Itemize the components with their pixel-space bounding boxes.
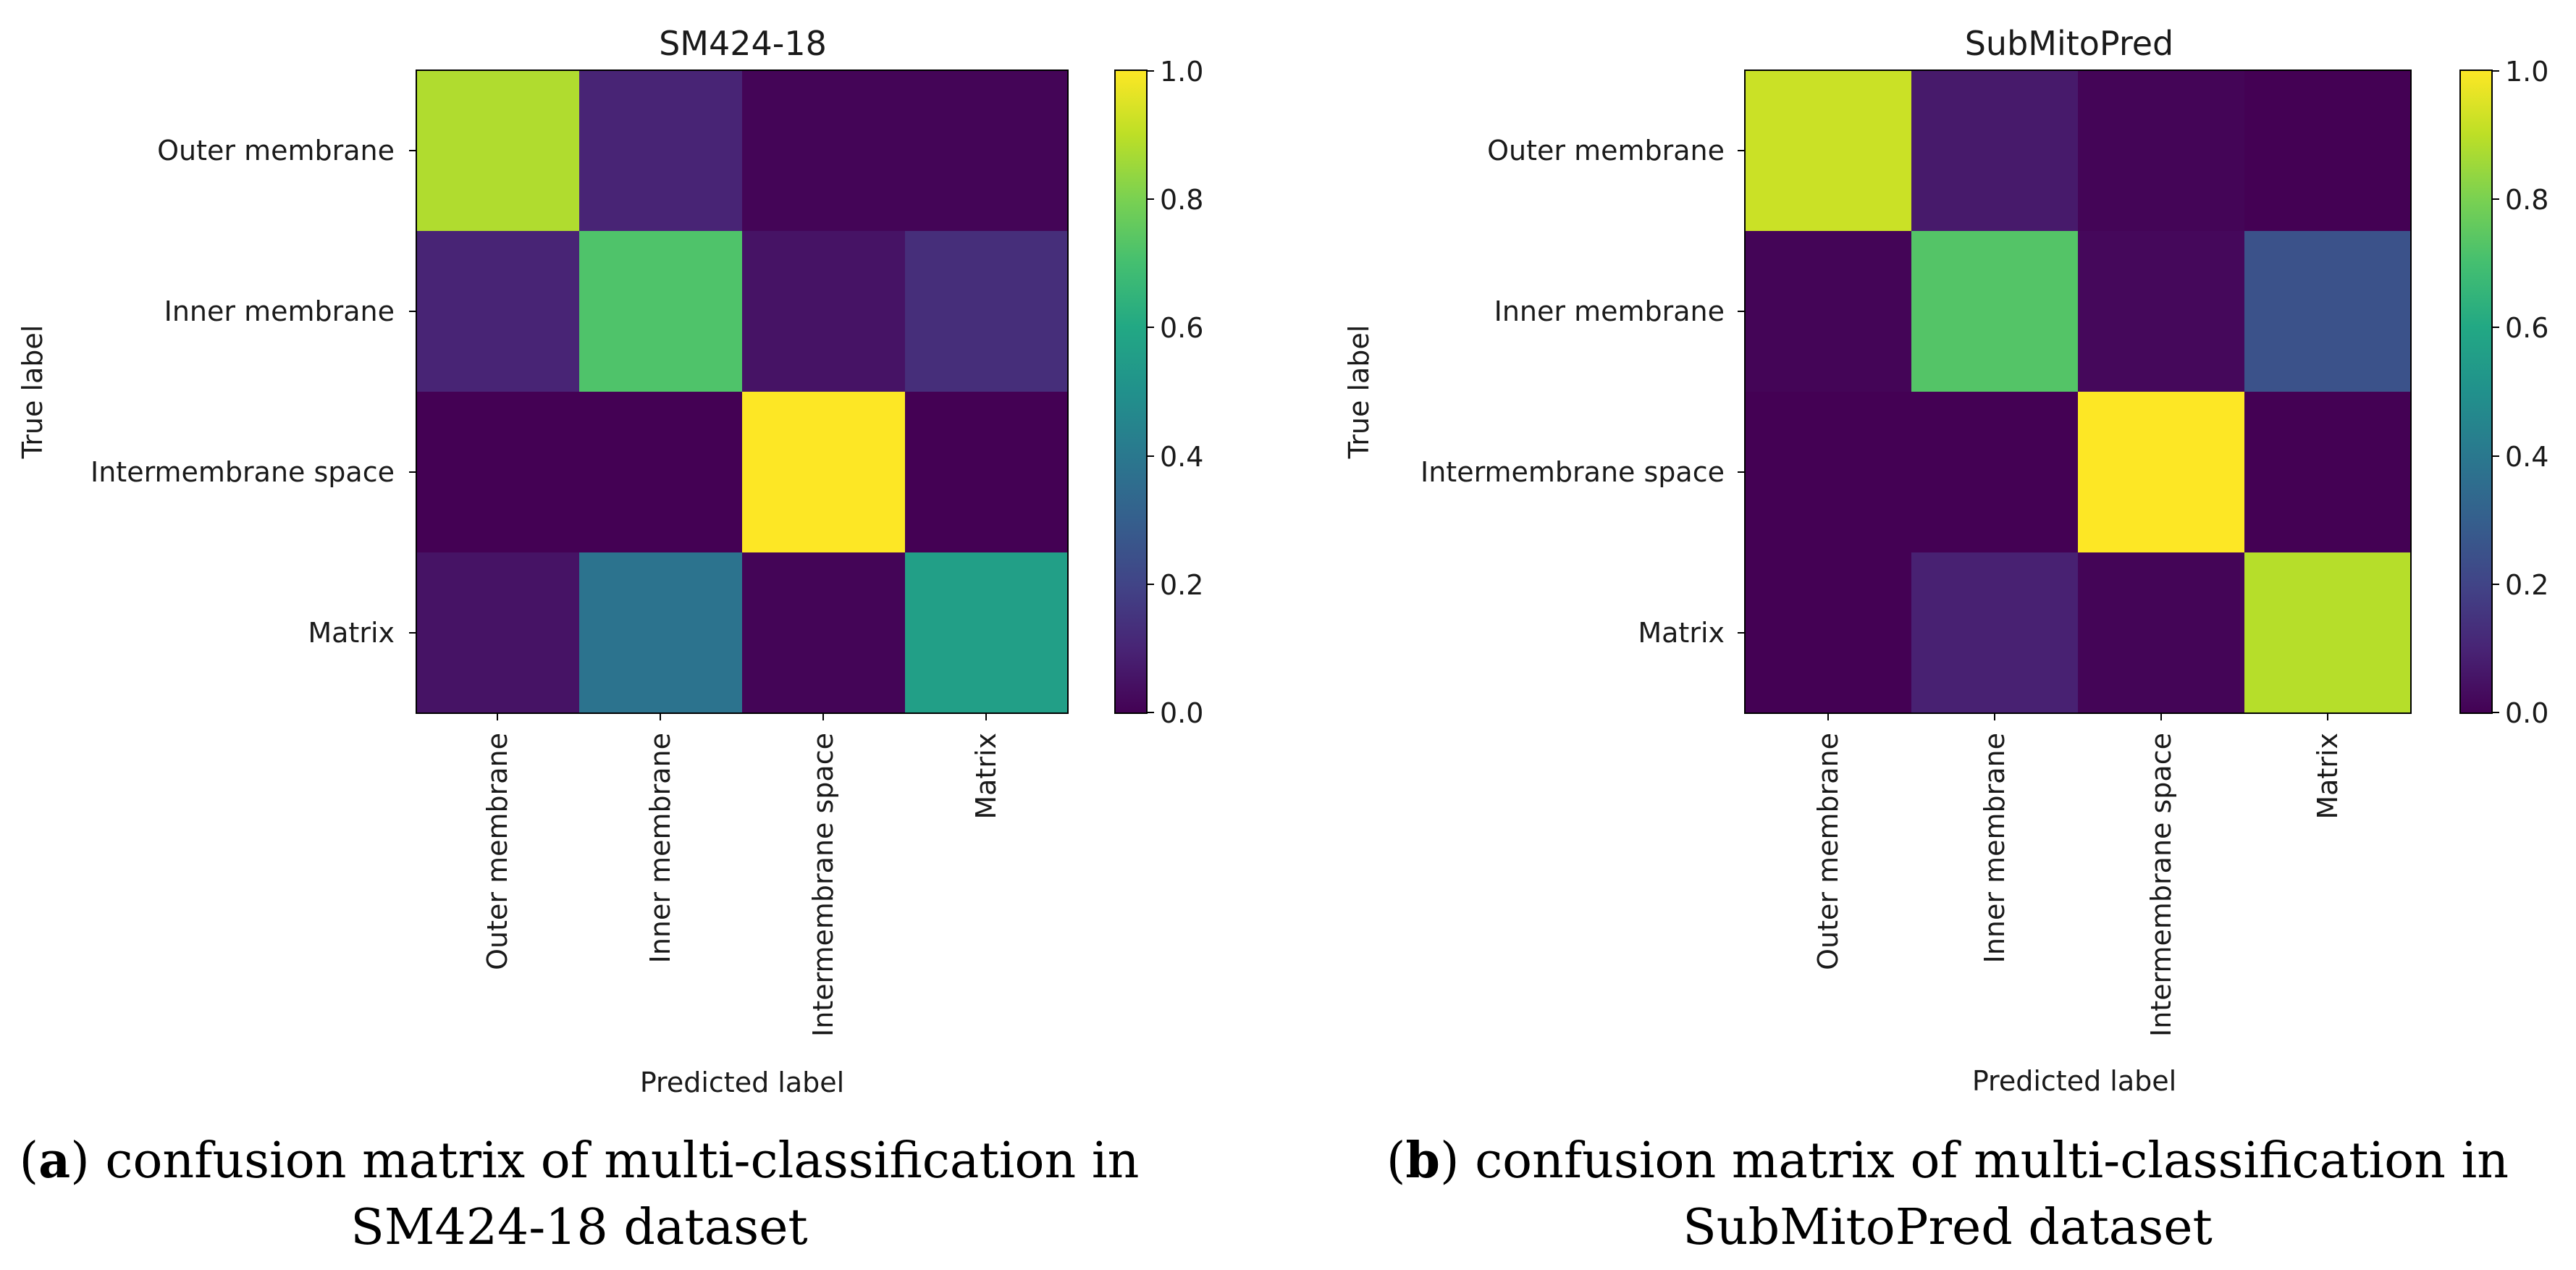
- caption-a-letter: a: [38, 1132, 70, 1190]
- heatmap-cell-r3-c0: [1745, 552, 1912, 714]
- heatmap-cell-r0-c3: [905, 70, 1069, 232]
- heatmap-cell-r1-c0: [416, 231, 580, 392]
- panel-a: SM424-18 Outer membrane Inner membrane I…: [17, 24, 1203, 1256]
- heatmap-cell-r3-c1: [1911, 552, 2079, 714]
- panel-b-x-tick-label: Outer membrane: [1812, 733, 1844, 970]
- heatmap-cell-r3-c1: [579, 552, 743, 714]
- panel-a-y-ticks: Outer membrane Inner membrane Intermembr…: [91, 135, 416, 649]
- heatmap-cell-r1-c1: [1911, 231, 2079, 392]
- panel-a-x-tick-label: Matrix: [970, 733, 1002, 820]
- panel-a-y-tick-label: Matrix: [308, 617, 395, 649]
- panel-a-colorbar-tick: 0.2: [1160, 569, 1203, 601]
- heatmap-cell-r3-c2: [742, 552, 906, 714]
- panel-a-colorbar-tick: 0.6: [1160, 312, 1203, 344]
- panel-b-colorbar: 0.0 0.2 0.4 0.6 0.8 1.0: [2459, 56, 2548, 729]
- heatmap-cell-r0-c1: [1911, 70, 2079, 232]
- panel-b-y-tick-label: Outer membrane: [1487, 135, 1725, 167]
- panel-b-title: SubMitoPred: [1965, 24, 2174, 63]
- panel-b-colorbar-tick: 0.2: [2505, 569, 2548, 601]
- heatmap-cell-r0-c2: [742, 70, 906, 232]
- panel-b-colorbar-tick: 0.0: [2505, 697, 2548, 729]
- panel-b: SubMitoPred Outer membrane Inner membran…: [1343, 24, 2548, 1256]
- heatmap-cell-r3-c3: [2244, 552, 2412, 714]
- panel-b-x-ticks: Outer membrane Inner membrane Intermembr…: [1812, 713, 2344, 1037]
- panel-a-colorbar-tick: 0.8: [1160, 184, 1203, 216]
- heatmap-cell-r2-c1: [579, 392, 743, 553]
- panel-a-plot-frame: [416, 70, 1069, 714]
- heatmap-cell-r1-c1: [579, 231, 743, 392]
- caption-a-line1: (a) confusion matrix of multi-classifica…: [20, 1132, 1140, 1190]
- panel-a-colorbar-tick: 0.4: [1160, 441, 1203, 473]
- panel-b-plot-frame: [1744, 70, 2412, 714]
- panel-b-x-tick-label: Inner membrane: [1979, 733, 2011, 963]
- heatmap-cell-r2-c2: [2078, 392, 2245, 553]
- panel-a-x-ticks: Outer membrane Inner membrane Intermembr…: [481, 713, 1002, 1037]
- panel-a-colorbar: 0.0 0.2 0.4 0.6 0.8 1.0: [1114, 56, 1203, 729]
- panel-a-colorbar-gradient: [1114, 70, 1148, 714]
- panel-a-x-tick-label: Intermembrane space: [807, 733, 839, 1037]
- panel-a-y-tick-label: Outer membrane: [157, 135, 395, 167]
- panel-b-colorbar-gradient: [2459, 70, 2493, 714]
- heatmap-cell-r3-c3: [905, 552, 1069, 714]
- panel-a-y-tick-label: Inner membrane: [164, 295, 395, 327]
- heatmap-cell-r1-c2: [2078, 231, 2245, 392]
- caption-a-line2: SM424-18 dataset: [350, 1199, 808, 1256]
- heatmap-cell-r0-c0: [416, 70, 580, 232]
- heatmap-cell-r0-c3: [2244, 70, 2412, 232]
- heatmap-cell-r0-c2: [2078, 70, 2245, 232]
- panel-a-xlabel: Predicted label: [640, 1067, 844, 1098]
- heatmap-cell-r2-c3: [905, 392, 1069, 553]
- caption-b-letter: b: [1405, 1132, 1440, 1190]
- panel-b-colorbar-tick: 0.4: [2505, 441, 2548, 473]
- panel-b-colorbar-tick: 1.0: [2505, 56, 2548, 88]
- caption-a-text: ) confusion matrix of multi-classificati…: [70, 1132, 1139, 1190]
- heatmap-cell-r1-c3: [905, 231, 1069, 392]
- panel-a-x-tick-label: Outer membrane: [481, 733, 513, 970]
- panel-a-ylabel: True label: [17, 325, 49, 460]
- heatmap-cell-r2-c2: [742, 392, 906, 553]
- panel-b-y-tick-label: Intermembrane space: [1420, 456, 1725, 488]
- panel-b-y-tick-label: Inner membrane: [1494, 295, 1725, 327]
- panel-a-y-tick-label: Intermembrane space: [91, 456, 395, 488]
- heatmap-cell-r2-c3: [2244, 392, 2412, 553]
- panel-b-xlabel: Predicted label: [1972, 1065, 2176, 1097]
- heatmap-cell-r1-c0: [1745, 231, 1912, 392]
- heatmap-cell-r0-c1: [579, 70, 743, 232]
- panel-a-x-tick-label: Inner membrane: [644, 733, 676, 963]
- panel-b-x-tick-label: Matrix: [2312, 733, 2344, 820]
- caption-b-line1: (b) confusion matrix of multi-classifica…: [1386, 1132, 2509, 1190]
- heatmap-cell-r2-c1: [1911, 392, 2079, 553]
- panel-a-colorbar-tick: 1.0: [1160, 56, 1203, 88]
- heatmap-cell-r1-c2: [742, 231, 906, 392]
- panel-a-title: SM424-18: [659, 24, 827, 63]
- panel-b-y-tick-label: Matrix: [1638, 617, 1725, 649]
- panel-b-colorbar-tick: 0.8: [2505, 184, 2548, 216]
- heatmap-cell-r2-c0: [1745, 392, 1912, 553]
- heatmap-cell-r3-c0: [416, 552, 580, 714]
- panel-b-heatmap: [1745, 70, 2412, 714]
- panel-b-ylabel: True label: [1343, 325, 1375, 460]
- panel-a-heatmap: [416, 70, 1069, 714]
- panel-b-y-ticks: Outer membrane Inner membrane Intermembr…: [1420, 135, 1745, 649]
- heatmap-cell-r0-c0: [1745, 70, 1912, 232]
- heatmap-cell-r2-c0: [416, 392, 580, 553]
- panel-b-x-tick-label: Intermembrane space: [2145, 733, 2177, 1037]
- heatmap-cell-r3-c2: [2078, 552, 2245, 714]
- panel-a-colorbar-tick: 0.0: [1160, 697, 1203, 729]
- caption-b-line2: SubMitoPred dataset: [1683, 1199, 2213, 1256]
- heatmap-cell-r1-c3: [2244, 231, 2412, 392]
- panel-b-colorbar-tick: 0.6: [2505, 312, 2548, 344]
- caption-b-text: ) confusion matrix of multi-classificati…: [1440, 1132, 2509, 1190]
